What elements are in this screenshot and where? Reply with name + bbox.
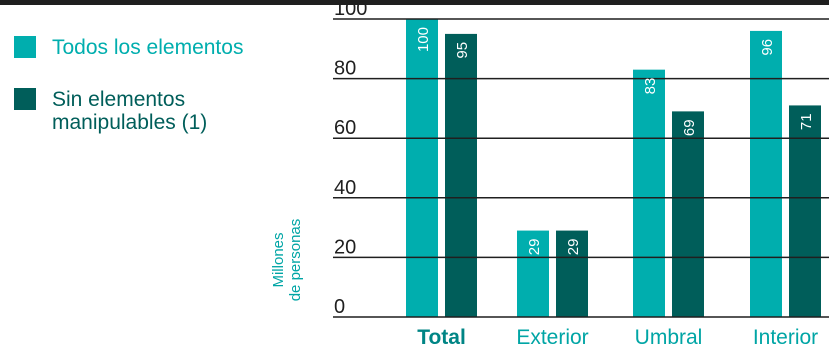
bar-interior-series-1	[750, 30, 782, 317]
bar-umbral-series-1	[633, 69, 665, 317]
legend-swatch-sin-elementos	[14, 88, 36, 110]
bar-total-series-1	[406, 19, 438, 317]
data-label-interior-series-1: 96	[759, 39, 776, 56]
y-tick-label-0: 0	[334, 296, 345, 318]
top-rule	[0, 0, 829, 5]
legend-item-todos: Todos los elementos	[14, 36, 243, 59]
legend-label-sin-elementos: Sin elementos manipulables (1)	[52, 88, 208, 134]
y-tick-label-20: 20	[334, 236, 356, 258]
bar-umbral-series-2	[672, 111, 704, 317]
legend-label-todos: Todos los elementos	[52, 36, 244, 59]
data-label-exterior-series-2: 29	[565, 239, 582, 256]
y-tick-label-40: 40	[334, 177, 356, 199]
x-tick-label-total: Total	[417, 326, 466, 349]
bar-exterior-series-1	[517, 230, 549, 317]
legend-item-sin-elementos: Sin elementos manipulables (1)	[14, 88, 207, 134]
y-tick-label-60: 60	[334, 117, 356, 139]
y-tick-label-80: 80	[334, 58, 356, 80]
data-label-exterior-series-1: 29	[526, 239, 543, 256]
x-tick-label-exterior: Exterior	[516, 326, 588, 349]
data-label-total-series-2: 95	[454, 42, 471, 59]
data-label-total-series-1: 100	[415, 27, 432, 52]
bar-exterior-series-2	[556, 230, 588, 317]
y-tick-label-100: 100	[334, 0, 367, 20]
x-tick-label-interior: Interior	[753, 326, 818, 349]
bar-interior-series-2	[789, 105, 821, 317]
data-label-umbral-series-2: 69	[681, 119, 698, 136]
data-label-interior-series-2: 71	[798, 113, 815, 130]
data-label-umbral-series-1: 83	[642, 78, 659, 95]
x-tick-label-umbral: Umbral	[635, 326, 703, 349]
legend-swatch-todos	[14, 36, 36, 58]
bar-total-series-2	[445, 33, 477, 318]
